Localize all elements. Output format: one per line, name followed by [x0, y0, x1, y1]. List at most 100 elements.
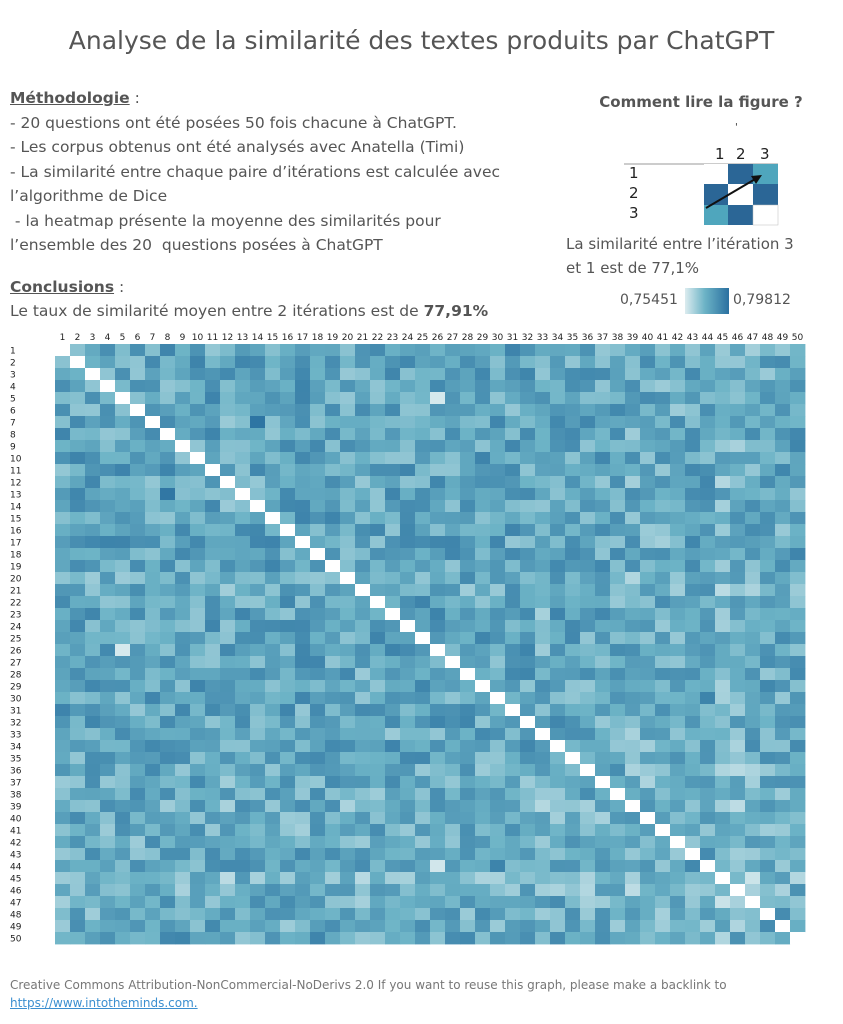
- heatmap-cell: [490, 668, 506, 681]
- heatmap-cell: [625, 512, 641, 525]
- heatmap-cell: [745, 428, 761, 441]
- heatmap-cell: [325, 740, 341, 753]
- heatmap-cell: [325, 716, 341, 729]
- heatmap-cell: [85, 452, 101, 465]
- x-tick-label: 46: [732, 333, 744, 343]
- heatmap-cell: [490, 368, 506, 381]
- heatmap-cell: [550, 440, 566, 453]
- heatmap-cell: [595, 344, 611, 357]
- heatmap-cell: [100, 752, 116, 765]
- heatmap-cell: [190, 608, 206, 621]
- heatmap-cell: [385, 704, 401, 717]
- heatmap-cell: [775, 572, 791, 585]
- x-tick-label: 21: [357, 333, 368, 343]
- x-tick-label: 7: [150, 333, 156, 343]
- heatmap-cell: [505, 692, 521, 705]
- heatmap-cell: [250, 596, 266, 609]
- heatmap-cell: [130, 344, 146, 357]
- heatmap-cell: [445, 368, 461, 381]
- heatmap-cell: [175, 800, 191, 813]
- heatmap-cell: [190, 392, 206, 405]
- heatmap-cell: [235, 536, 251, 549]
- heatmap-cell: [190, 428, 206, 441]
- heatmap-cell: [475, 572, 491, 585]
- heatmap-cell: [745, 668, 761, 681]
- heatmap-cell: [670, 512, 686, 525]
- footer-link[interactable]: https://www.intotheminds.com.: [10, 996, 198, 1010]
- heatmap-cell: [610, 728, 626, 741]
- heatmap-cell: [55, 488, 71, 501]
- heatmap-cell: [175, 872, 191, 885]
- heatmap-cell: [55, 860, 71, 873]
- heatmap-cell: [715, 344, 731, 357]
- heatmap-cell: [355, 692, 371, 705]
- heatmap-cell: [790, 392, 806, 405]
- heatmap-cell: [250, 644, 266, 657]
- heatmap-cell: [115, 344, 131, 357]
- heatmap-cell: [610, 536, 626, 549]
- y-tick-label: 5: [10, 395, 16, 405]
- heatmap-cell: [715, 404, 731, 417]
- heatmap-cell: [370, 716, 386, 729]
- heatmap-cell: [100, 368, 116, 381]
- heatmap-cell: [415, 884, 431, 897]
- heatmap-cell: [700, 884, 716, 897]
- heatmap-cell: [580, 884, 596, 897]
- heatmap-cell: [190, 764, 206, 777]
- heatmap-cell: [670, 440, 686, 453]
- heatmap-cell: [430, 656, 446, 669]
- heatmap-cell: [70, 656, 86, 669]
- heatmap-cell: [415, 800, 431, 813]
- heatmap-cell: [70, 644, 86, 657]
- heatmap-cell: [565, 464, 581, 477]
- heatmap-cell: [295, 620, 311, 633]
- heatmap-cell: [145, 764, 161, 777]
- heatmap-cell: [385, 608, 401, 621]
- heatmap-cell: [235, 632, 251, 645]
- heatmap-cell: [715, 728, 731, 741]
- heatmap-cell: [145, 548, 161, 561]
- heatmap-cell: [430, 380, 446, 393]
- heatmap-cell: [175, 608, 191, 621]
- heatmap-cell: [625, 692, 641, 705]
- heatmap-cell: [310, 764, 326, 777]
- heatmap-cell: [205, 440, 221, 453]
- heatmap-cell: [70, 896, 86, 909]
- heatmap-cell: [400, 524, 416, 537]
- heatmap-cell: [565, 596, 581, 609]
- heatmap-cell: [280, 824, 296, 837]
- heatmap-cell: [325, 704, 341, 717]
- heatmap-cell: [160, 440, 176, 453]
- heatmap-cell: [700, 608, 716, 621]
- heatmap-cell: [715, 512, 731, 525]
- heatmap-cell: [580, 668, 596, 681]
- heatmap-cell: [370, 788, 386, 801]
- heatmap-cell: [535, 476, 551, 489]
- heatmap-cell: [115, 824, 131, 837]
- heatmap-cell: [460, 920, 476, 933]
- heatmap-cell: [310, 848, 326, 861]
- heatmap-cell: [610, 656, 626, 669]
- heatmap-cell: [580, 872, 596, 885]
- y-tick-label: 28: [10, 671, 22, 681]
- heatmap-cell: [475, 488, 491, 501]
- heatmap-cell: [490, 452, 506, 465]
- heatmap-cell: [505, 680, 521, 693]
- heatmap-cell: [505, 608, 521, 621]
- heatmap-cell: [55, 740, 71, 753]
- heatmap-cell: [760, 788, 776, 801]
- heatmap-cell: [535, 344, 551, 357]
- heatmap-cell: [490, 740, 506, 753]
- heatmap-cell: [775, 800, 791, 813]
- heatmap-cell: [745, 524, 761, 537]
- heatmap-cell: [70, 632, 86, 645]
- heatmap-cell: [400, 608, 416, 621]
- heatmap-cell: [190, 560, 206, 573]
- heatmap-cell: [445, 500, 461, 513]
- heatmap-cell: [715, 608, 731, 621]
- heatmap-cell: [700, 392, 716, 405]
- heatmap-cell: [70, 824, 86, 837]
- heatmap-cell: [655, 656, 671, 669]
- heatmap-cell: [430, 560, 446, 573]
- heatmap-cell: [535, 824, 551, 837]
